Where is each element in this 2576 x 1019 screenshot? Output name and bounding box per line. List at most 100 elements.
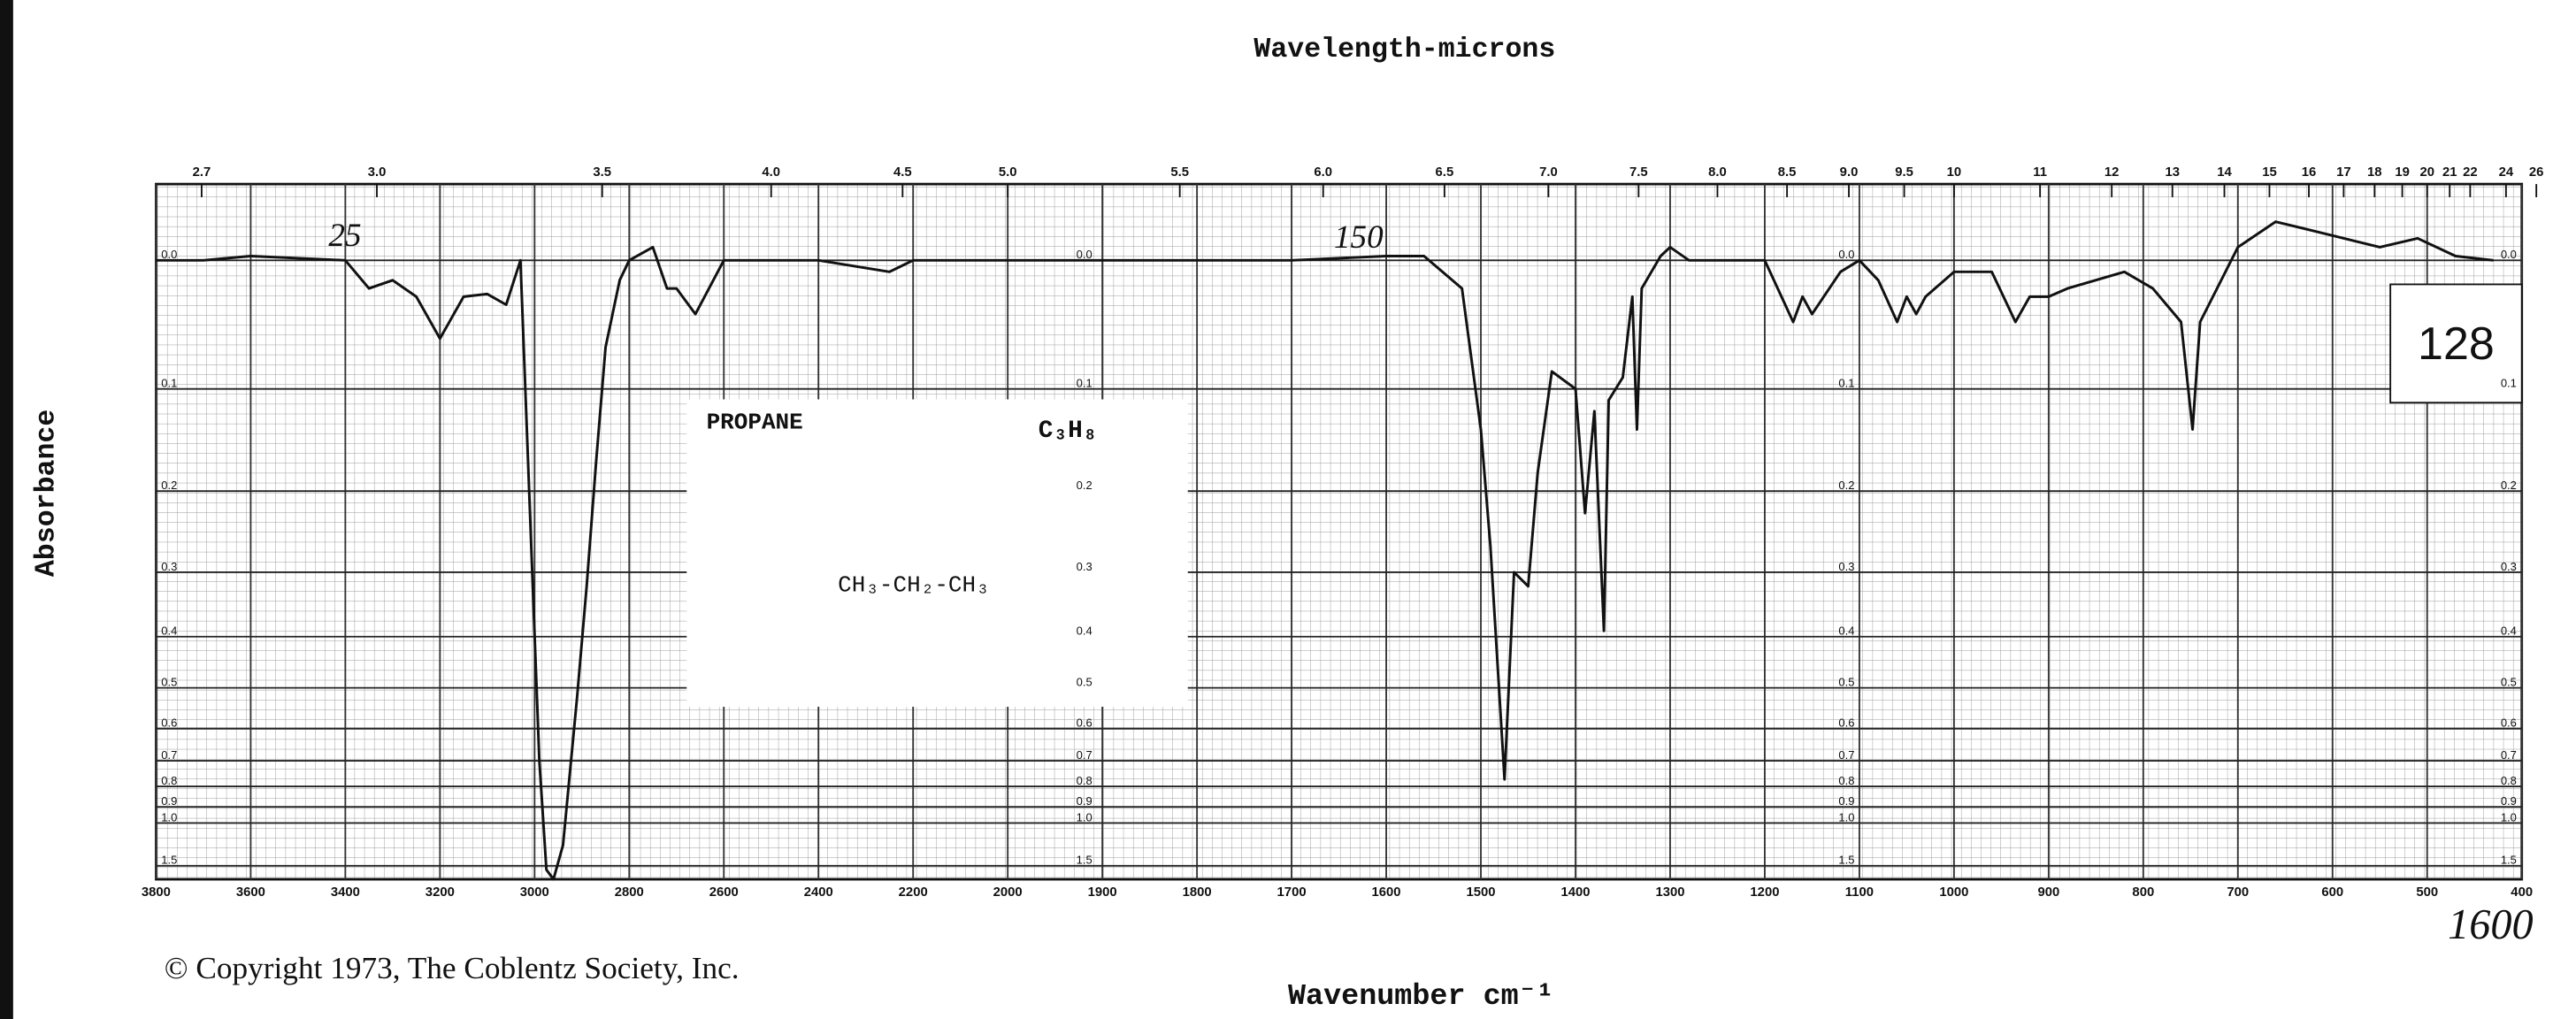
structure: CH₃-CH₂-CH₃ xyxy=(838,571,990,598)
x-tick-label: 3200 xyxy=(426,885,455,900)
x2-tick-label: 16 xyxy=(2302,165,2317,180)
y-tick-label: 0.1 xyxy=(1077,377,1092,390)
x2-tick-label: 10 xyxy=(1947,165,1962,180)
y-tick-label: 0.2 xyxy=(2501,479,2517,492)
x-axis-label: Wavenumber cm⁻¹ xyxy=(1288,980,1554,1014)
x2-tick-label: 6.5 xyxy=(1436,165,1454,180)
y-tick-label: 0.9 xyxy=(2501,794,2517,808)
x-tick-label: 500 xyxy=(2416,885,2438,900)
x-tick-label: 400 xyxy=(2511,885,2533,900)
x2-tick-label: 26 xyxy=(2529,165,2544,180)
y-tick-label: 0.0 xyxy=(2501,248,2517,261)
x-tick-label: 1400 xyxy=(1560,885,1590,900)
x2-tick-label: 7.5 xyxy=(1629,165,1648,180)
y-tick-label: 0.5 xyxy=(161,675,177,688)
x2-tick-label: 8.0 xyxy=(1708,165,1727,180)
chart-paper xyxy=(156,184,2522,880)
y-tick-label: 0.1 xyxy=(161,377,177,390)
x2-tick-label: 20 xyxy=(2419,165,2434,180)
x-tick-label: 3800 xyxy=(142,885,171,900)
y-tick-label: 0.5 xyxy=(1838,675,1854,688)
x2-tick-label: 4.5 xyxy=(893,165,912,180)
y-tick-label: 0.0 xyxy=(161,248,177,261)
y-tick-label: 1.5 xyxy=(1838,854,1854,867)
x2-tick-label: 5.5 xyxy=(1170,165,1189,180)
x-tick-label: 900 xyxy=(2037,885,2059,900)
y-tick-label: 0.7 xyxy=(1077,748,1092,762)
y-tick-label: 0.1 xyxy=(2501,377,2517,390)
y-tick-label: 0.1 xyxy=(1838,377,1854,390)
x2-tick-label: 18 xyxy=(2367,165,2382,180)
spectrum-line xyxy=(156,220,2494,881)
x2-tick-label: 21 xyxy=(2442,165,2457,180)
x-tick-label: 1100 xyxy=(1845,885,1874,900)
formula: C₃H₈ xyxy=(1039,418,1098,445)
x2-tick-label: 2.7 xyxy=(193,165,211,180)
y-tick-label: 0.4 xyxy=(1077,624,1092,638)
x-tick-label: 3000 xyxy=(520,885,549,900)
y-tick-label: 0.6 xyxy=(1838,716,1854,729)
number-box xyxy=(2389,283,2523,404)
y-tick-label: 0.0 xyxy=(1838,248,1854,261)
y-tick-label: 0.5 xyxy=(1077,675,1092,688)
x-tick-label: 1500 xyxy=(1467,885,1496,900)
y-axis-label: Absorbance xyxy=(31,410,62,577)
x2-tick-label: 3.5 xyxy=(593,165,611,180)
y-tick-label: 0.2 xyxy=(161,479,177,492)
x-tick-label: 1900 xyxy=(1088,885,1117,900)
x2-tick-label: 3.0 xyxy=(368,165,387,180)
y-tick-label: 0.8 xyxy=(1077,774,1092,787)
x2-tick-label: 8.5 xyxy=(1778,165,1797,180)
x-tick-label: 1000 xyxy=(1939,885,1968,900)
x2-tick-label: 11 xyxy=(2033,165,2047,180)
y-tick-label: 0.7 xyxy=(2501,748,2517,762)
y-tick-label: 1.5 xyxy=(2501,854,2517,867)
x2-tick-label: 17 xyxy=(2336,165,2351,180)
scan-edge xyxy=(0,0,13,1019)
y-tick-label: 0.4 xyxy=(1838,624,1854,638)
x-tick-label: 600 xyxy=(2321,885,2343,900)
y-tick-label: 0.8 xyxy=(1838,774,1854,787)
y-tick-label: 0.6 xyxy=(161,716,177,729)
x2-tick-label: 15 xyxy=(2262,165,2277,180)
x-tick-label: 1200 xyxy=(1750,885,1779,900)
y-tick-label: 0.8 xyxy=(2501,774,2517,787)
y-tick-label: 1.0 xyxy=(2501,810,2517,824)
x-tick-label: 2000 xyxy=(993,885,1023,900)
y-tick-label: 0.8 xyxy=(161,774,177,787)
y-tick-label: 0.4 xyxy=(161,624,177,638)
x2-tick-label: 22 xyxy=(2463,165,2478,180)
chart-title: Wavelength-microns xyxy=(1254,34,1555,65)
y-tick-label: 0.3 xyxy=(1077,560,1092,573)
y-tick-label: 0.3 xyxy=(161,560,177,573)
y-tick-label: 1.5 xyxy=(161,854,177,867)
x-tick-label: 2800 xyxy=(615,885,644,900)
x-tick-label: 1600 xyxy=(1372,885,1401,900)
y-tick-label: 0.7 xyxy=(161,748,177,762)
x2-tick-label: 14 xyxy=(2217,165,2232,180)
x2-tick-label: 9.5 xyxy=(1895,165,1913,180)
x-tick-label: 2400 xyxy=(804,885,833,900)
x2-tick-label: 19 xyxy=(2395,165,2410,180)
y-tick-label: 0.9 xyxy=(1838,794,1854,808)
y-tick-label: 0.9 xyxy=(1077,794,1092,808)
x-tick-label: 1800 xyxy=(1183,885,1212,900)
y-tick-label: 1.0 xyxy=(1077,810,1092,824)
x2-tick-label: 6.0 xyxy=(1314,165,1332,180)
x2-tick-label: 24 xyxy=(2499,165,2514,180)
x-tick-label: 3400 xyxy=(331,885,360,900)
x-tick-label: 1300 xyxy=(1655,885,1684,900)
handwritten-note: 150 xyxy=(1334,219,1384,256)
x2-tick-label: 12 xyxy=(2104,165,2120,180)
y-tick-label: 0.0 xyxy=(1077,248,1092,261)
copyright: © Copyright 1973, The Coblentz Society, … xyxy=(165,951,740,985)
y-tick-label: 0.4 xyxy=(2501,624,2517,638)
compound-name: PROPANE xyxy=(707,409,803,435)
handwritten-note: 1600 xyxy=(2448,901,2534,948)
y-tick-label: 1.5 xyxy=(1077,854,1092,867)
y-tick-label: 0.6 xyxy=(2501,716,2517,729)
y-tick-label: 0.3 xyxy=(2501,560,2517,573)
x2-tick-label: 4.0 xyxy=(762,165,780,180)
x-tick-label: 1700 xyxy=(1277,885,1307,900)
